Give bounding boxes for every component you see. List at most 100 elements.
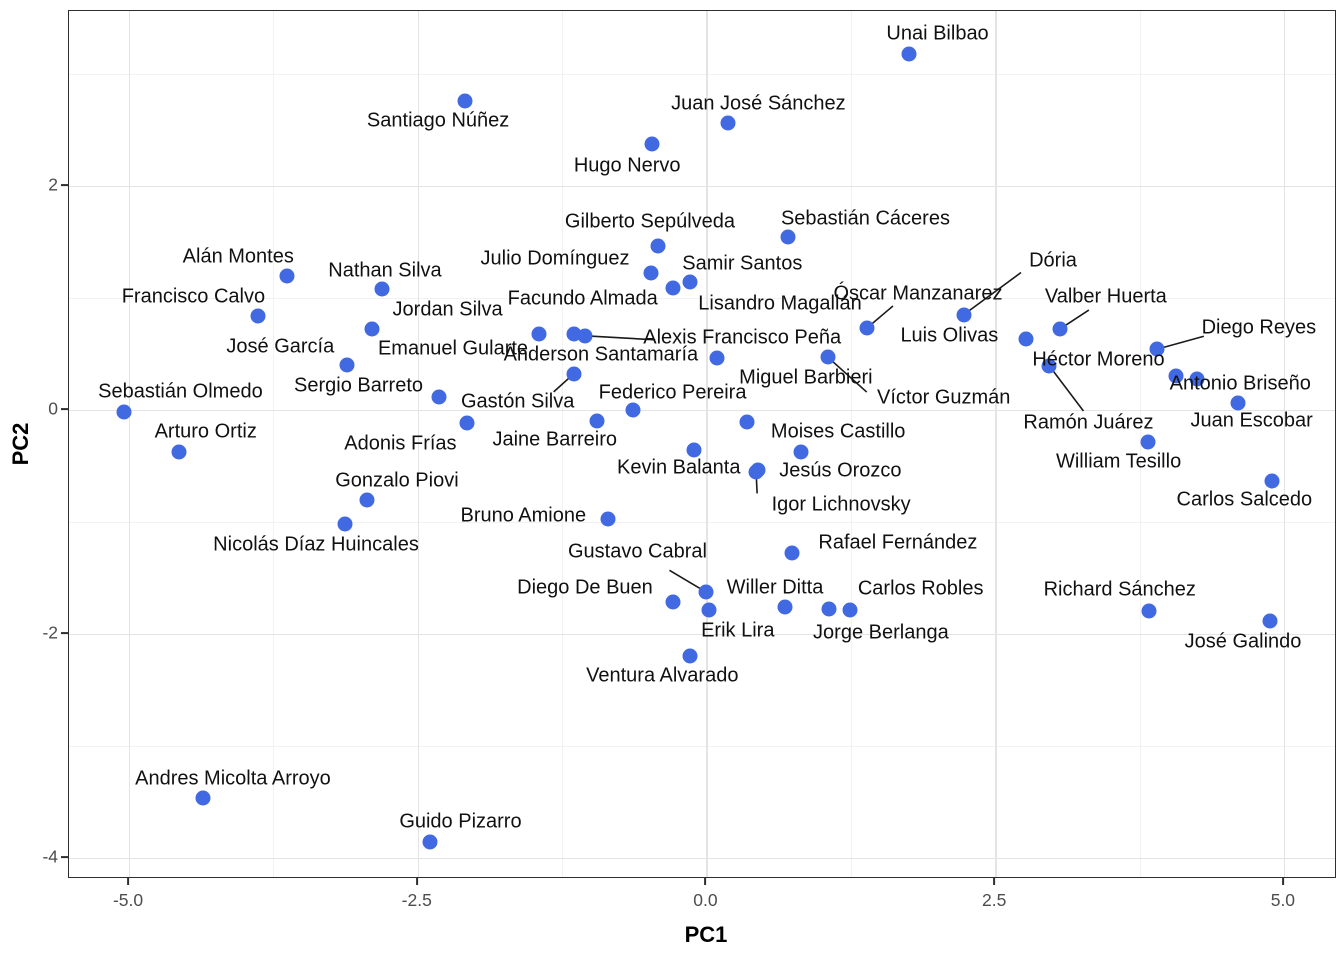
point-label: Federico Pereira [598,381,747,404]
point-label: Sebastián Olmedo [98,380,263,403]
data-point [459,415,475,431]
y-tick-label: 2 [48,174,58,195]
data-point [701,602,717,618]
point-label: Gastón Silva [460,390,575,413]
data-point [901,46,917,62]
point-label: Víctor Guzmán [877,386,1011,409]
point-label: Emanuel Gularte [377,337,529,360]
data-point [643,265,659,281]
major-gridline-x [417,11,420,877]
major-gridline-x [706,11,708,877]
point-label: Bruno Amione [460,504,587,527]
data-point [777,599,793,615]
x-tick-label: 5.0 [1270,890,1296,910]
data-point [784,545,800,561]
point-label: Valber Huerta [1044,285,1167,308]
plot-panel: Unai Bilbao Santiago Núñez Juan José Sánch… [68,10,1336,878]
data-point [682,648,698,664]
point-label: Miguel Barbieri [739,366,873,389]
data-point [457,93,473,109]
minor-gridline-y [69,745,1335,747]
minor-gridline-y [69,521,1335,523]
minor-gridline-y [69,73,1335,75]
x-axis-title: PC1 [684,922,728,947]
minor-gridline-x [1139,11,1141,877]
point-label: Jordan Silva [392,298,503,321]
x-tick-mark [127,878,129,885]
data-point [739,414,755,430]
point-label: Samir Santos [682,252,803,275]
point-label: Gilberto Sepúlveda [564,210,736,233]
x-tick-label: 2.5 [981,890,1007,910]
data-point [1041,358,1057,374]
minor-gridline-x [850,11,852,877]
data-point [589,413,605,429]
x-tick-label: 0.0 [693,890,718,910]
x-tick-mark [415,878,418,885]
data-point [1018,331,1034,347]
point-label: Ramón Juárez [1023,411,1154,434]
point-label: Willer Ditta [726,576,824,599]
point-label: Nathan Silva [328,259,442,282]
point-label: Carlos Robles [857,577,984,600]
point-label: Nicolás Díaz Huincales [213,533,419,556]
point-label: Gonzalo Piovi [335,469,459,492]
point-label: Arturo Ortiz [154,420,257,443]
data-point [431,389,447,405]
point-label: Kevin Balanta [617,456,741,479]
point-label: Anderson Santamaría [503,343,699,366]
point-label: William Tesillo [1055,450,1182,473]
data-point [682,274,698,290]
data-point [1141,603,1157,619]
major-gridline-y [69,185,1335,188]
data-point [698,584,714,600]
data-point [1189,371,1205,387]
point-label: Óscar Manzanarez [833,282,1003,305]
point-label: Unai Bilbao [886,22,989,45]
point-label: Guido Pizarro [399,810,522,833]
y-tick-label: 0 [48,398,58,419]
point-label: Rafael Fernández [818,531,978,554]
point-label: Jorge Berlanga [813,621,949,644]
major-gridline-x [129,11,131,877]
data-point [279,268,295,284]
y-axis-title: PC2 [8,422,33,466]
point-label: Francisco Calvo [121,285,266,308]
data-point [1052,321,1068,337]
y-tick-mark [61,407,68,410]
point-label: Facundo Almada [507,287,658,310]
point-label: Erik Lira [701,619,775,642]
label-leader-line [1048,365,1085,412]
point-label: Julio Domínguez [480,247,630,270]
data-point [422,834,438,850]
point-label: Juan Escobar [1190,409,1313,432]
data-point [600,511,616,527]
point-label: Carlos Salcedo [1176,488,1313,511]
point-label: Alexis Francisco Peña [643,326,842,349]
point-label: Juan José Sánchez [671,92,846,115]
data-point [566,326,582,342]
data-point [1230,395,1246,411]
data-point [780,229,796,245]
point-label: Dória [1029,249,1077,272]
data-point [709,350,725,366]
y-tick-label: -2 [42,622,58,643]
data-point [665,594,681,610]
data-point [821,601,837,617]
data-point [820,349,836,365]
point-label: Gustavo Cabral [567,540,707,563]
point-label: Ventura Alvarado [586,664,739,687]
point-label: Lisandro Magallán [698,292,862,315]
point-label: Sergio Barreto [294,374,424,397]
data-point [374,281,390,297]
minor-gridline-y [69,297,1335,299]
minor-gridline-x [562,11,564,877]
data-point [625,402,641,418]
data-point [842,602,858,618]
point-label: Igor Lichnovsky [771,493,911,516]
x-tick-label: -5.0 [112,890,144,910]
point-label: Alán Montes [182,245,294,268]
y-tick-label: -4 [42,846,58,867]
data-point [1264,473,1280,489]
